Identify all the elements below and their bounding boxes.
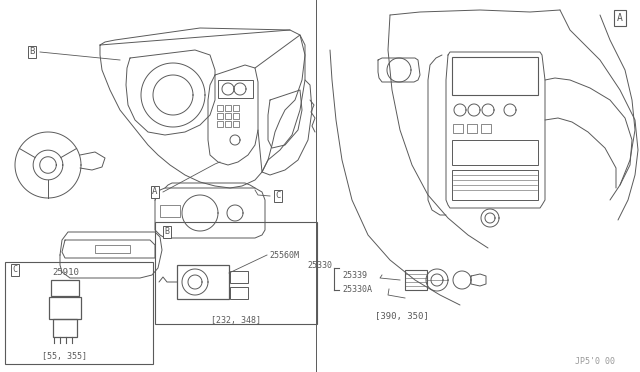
Bar: [160, 205, 180, 217]
Text: 25330: 25330: [307, 260, 332, 269]
Bar: [225, 113, 231, 119]
Bar: [95, 245, 130, 253]
Text: C: C: [275, 192, 281, 201]
Bar: [217, 121, 223, 127]
Text: 25330A: 25330A: [342, 285, 372, 294]
Bar: [453, 124, 463, 133]
Bar: [452, 170, 538, 200]
Bar: [233, 105, 239, 111]
Text: JP5'0 00: JP5'0 00: [575, 357, 615, 366]
Bar: [53, 319, 77, 337]
Bar: [225, 121, 231, 127]
Bar: [155, 222, 317, 324]
Bar: [217, 105, 223, 111]
Text: B: B: [164, 228, 170, 237]
Text: [55, 355]: [55, 355]: [42, 352, 88, 361]
Bar: [233, 113, 239, 119]
Text: B: B: [29, 48, 35, 57]
Text: 25339: 25339: [342, 270, 367, 279]
Text: A: A: [617, 13, 623, 23]
Bar: [467, 124, 477, 133]
Text: A: A: [152, 187, 157, 196]
Text: 25910: 25910: [52, 268, 79, 277]
Bar: [218, 80, 253, 98]
Text: [390, 350]: [390, 350]: [375, 312, 429, 321]
Bar: [5, 262, 153, 364]
Bar: [452, 57, 538, 95]
Bar: [49, 297, 81, 319]
Text: C: C: [13, 266, 17, 275]
Bar: [230, 271, 248, 283]
Bar: [233, 121, 239, 127]
Text: 25560M: 25560M: [269, 250, 299, 260]
Bar: [481, 124, 491, 133]
Bar: [225, 105, 231, 111]
Bar: [452, 140, 538, 165]
Text: [232, 348]: [232, 348]: [211, 316, 261, 325]
Bar: [51, 280, 79, 296]
Bar: [177, 265, 229, 299]
Bar: [405, 270, 427, 290]
Bar: [230, 287, 248, 299]
Bar: [217, 113, 223, 119]
